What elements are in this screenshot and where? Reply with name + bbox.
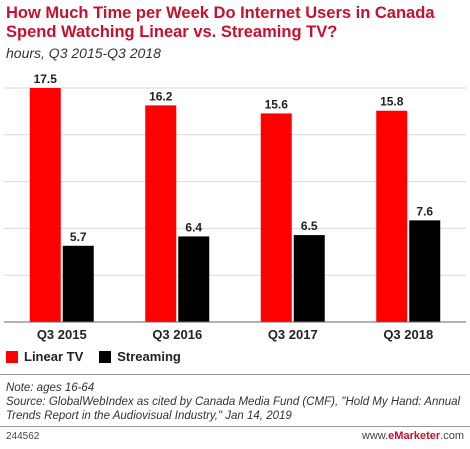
divider-bottom — [0, 426, 470, 427]
data-label-linear-tv: 15.8 — [380, 95, 404, 109]
x-tick-label: Q3 2015 — [37, 327, 87, 342]
x-tick-label: Q3 2017 — [268, 327, 318, 342]
brand-accent: eMarketer — [388, 430, 441, 442]
source-notes: Note: ages 16-64 Source: GlobalWebIndex … — [6, 381, 464, 423]
emarketer-logo: www.eMarketer.com — [362, 430, 464, 442]
bar-linear-tv — [376, 110, 408, 322]
note-text: Note: ages 16-64 — [6, 382, 95, 394]
brand-suffix: .com — [440, 430, 464, 442]
legend-item-linear-tv: Linear TV — [6, 349, 83, 364]
chart-subtitle: hours, Q3 2015-Q3 2018 — [6, 45, 161, 61]
chart-legend: Linear TV Streaming — [6, 349, 181, 364]
bar-streaming — [62, 245, 94, 322]
bar-linear-tv — [145, 105, 177, 322]
source-text: Source: GlobalWebIndex as cited by Canad… — [6, 396, 461, 422]
data-label-linear-tv: 16.2 — [149, 89, 173, 103]
brand-prefix: www. — [361, 430, 389, 442]
x-tick-label: Q3 2018 — [383, 327, 433, 342]
data-label-linear-tv: 15.6 — [265, 97, 289, 111]
bar-linear-tv — [260, 113, 292, 322]
data-label-streaming: 5.7 — [70, 230, 87, 244]
data-label-linear-tv: 17.5 — [34, 72, 58, 86]
legend-label-streaming: Streaming — [117, 349, 181, 364]
bar-chart: 17.5 5.7 Q3 2015 16.2 6.4 Q3 2016 15.6 6.5 Q3 20… — [4, 72, 466, 342]
data-label-streaming: 6.5 — [301, 219, 318, 233]
x-tick-label: Q3 2016 — [152, 327, 202, 342]
divider-top — [0, 374, 470, 375]
chart-id: 244562 — [6, 431, 40, 442]
bar-linear-tv — [29, 88, 61, 322]
data-label-streaming: 7.6 — [416, 204, 433, 218]
bar-streaming — [178, 236, 210, 322]
chart-title: How Much Time per Week Do Internet Users… — [6, 4, 435, 41]
legend-label-linear-tv: Linear TV — [24, 349, 84, 364]
legend-swatch-linear-tv — [6, 350, 18, 363]
bar-streaming — [409, 220, 441, 322]
data-label-streaming: 6.4 — [185, 220, 202, 234]
legend-swatch-streaming — [99, 350, 112, 363]
bar-streaming — [293, 235, 325, 322]
legend-item-streaming: Streaming — [99, 349, 181, 364]
